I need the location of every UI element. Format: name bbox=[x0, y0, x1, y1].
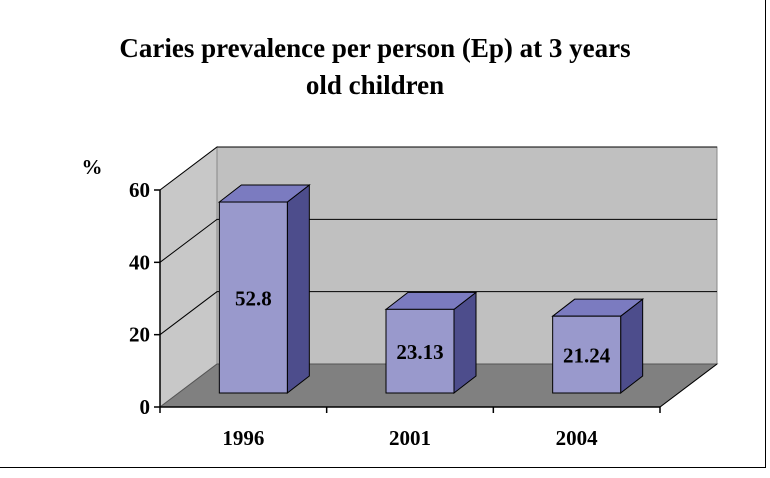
chart-frame bbox=[0, 0, 766, 468]
chart-title-line-2: old children bbox=[305, 70, 445, 100]
bar-1996 bbox=[217, 184, 311, 395]
x-tick-label-1996: 1996 bbox=[222, 426, 264, 450]
y-tick-label: 0 bbox=[140, 395, 151, 419]
bar-2004 bbox=[551, 298, 645, 395]
x-tick-label-2004: 2004 bbox=[556, 426, 599, 450]
chart-gridlines bbox=[159, 146, 717, 336]
chart-bars bbox=[217, 184, 645, 395]
y-tick-label: 40 bbox=[129, 250, 150, 274]
data-label-2004: 21.24 bbox=[563, 344, 611, 368]
y-tick-label: 60 bbox=[129, 178, 150, 202]
x-tick-label-2001: 2001 bbox=[389, 426, 431, 450]
y-axis-unit-label: % bbox=[82, 155, 103, 179]
bar-front bbox=[385, 308, 455, 394]
floor-edge bbox=[659, 363, 718, 408]
chart-title: Caries prevalence per person (Ep) at 3 y… bbox=[60, 30, 690, 104]
bar-side bbox=[453, 291, 477, 395]
data-label-2001: 23.13 bbox=[396, 340, 443, 364]
gridline bbox=[159, 218, 717, 263]
gridline bbox=[159, 291, 717, 336]
gridline bbox=[159, 146, 717, 191]
chart-axes bbox=[154, 189, 718, 413]
bar-side bbox=[286, 184, 310, 395]
data-label-1996: 52.8 bbox=[235, 287, 272, 311]
side-wall bbox=[159, 145, 218, 409]
chart-labels: 52.8 23.13 21.24 0 20 40 60 1996 2001 2004% bbox=[82, 155, 611, 450]
bar-front bbox=[552, 315, 622, 394]
bar-2001 bbox=[384, 291, 478, 395]
y-tick-label: 20 bbox=[129, 323, 150, 347]
chart-title-line-1: Caries prevalence per person (Ep) at 3 y… bbox=[119, 33, 631, 63]
bar-front bbox=[218, 201, 288, 394]
